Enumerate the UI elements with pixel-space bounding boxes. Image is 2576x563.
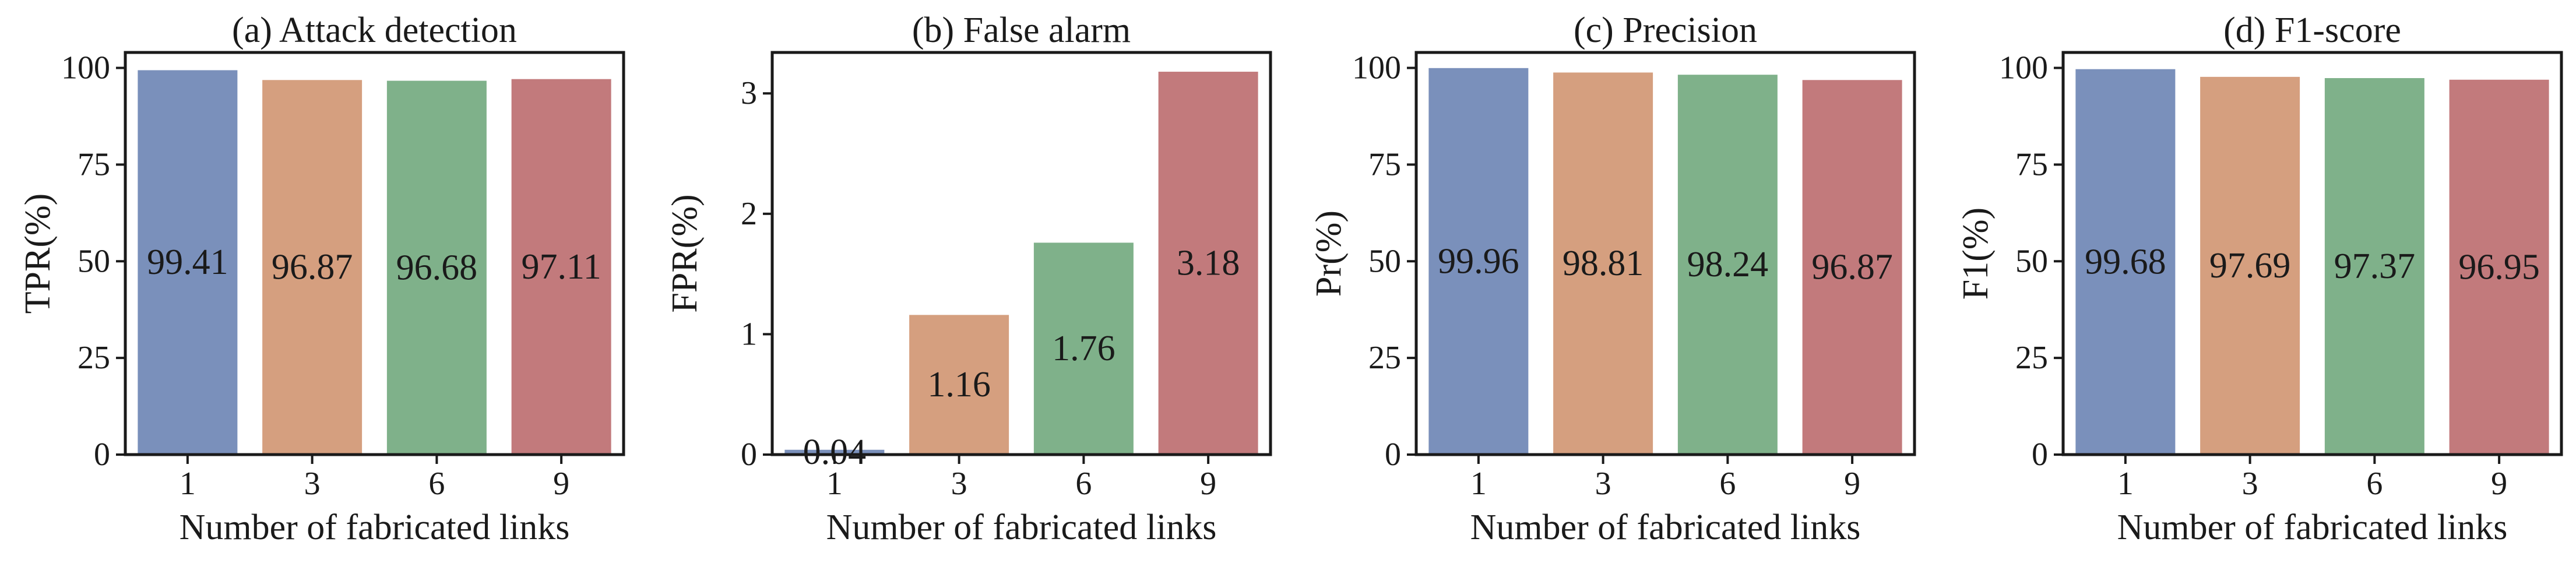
- chart-title: (c) Precision: [1574, 10, 1757, 50]
- x-tick-label: 6: [2366, 466, 2383, 502]
- x-tick-label: 1: [1470, 466, 1487, 502]
- x-tick-label: 9: [2491, 466, 2507, 502]
- y-tick-label: 25: [1368, 340, 1401, 376]
- y-axis-label: TPR(%): [18, 193, 58, 314]
- x-tick-label: 1: [826, 466, 843, 502]
- plot-frame: [770, 51, 1272, 456]
- y-tick-label: 100: [1999, 50, 2048, 86]
- bar-1: [1428, 68, 1529, 455]
- x-tick-label: 1: [2117, 466, 2134, 502]
- bar-1: [2075, 69, 2176, 455]
- data-label: 0.04: [803, 432, 867, 472]
- data-label: 97.37: [2334, 247, 2416, 286]
- x-axis-label: Number of fabricated links: [180, 508, 570, 547]
- x-tick-label: 6: [1719, 466, 1736, 502]
- bar-6: [1033, 242, 1134, 455]
- bar-3: [2200, 76, 2300, 455]
- chart-title: (b) False alarm: [912, 10, 1131, 50]
- bar-6: [386, 80, 487, 455]
- y-tick-label: 50: [1368, 243, 1401, 279]
- x-axis-label: Number of fabricated links: [826, 508, 1217, 547]
- data-label: 96.95: [2458, 247, 2540, 287]
- y-axis-label: Pr(%): [1309, 210, 1349, 297]
- data-label: 97.69: [2209, 246, 2291, 286]
- x-tick-label: 9: [1200, 466, 1216, 502]
- data-label: 96.87: [272, 248, 353, 287]
- data-label: 1.16: [927, 365, 991, 404]
- chart-panel-4: (d) F1-score 99.68 1 97.69 3 97.37 6 96.95 9 0 25 5…: [1956, 10, 2563, 547]
- y-tick-label: 50: [78, 243, 110, 279]
- bar-6: [1677, 75, 1778, 455]
- chart-panel-1: (a) Attack detection99.41196.87396.68697…: [18, 10, 625, 547]
- y-tick-label: 75: [2015, 146, 2048, 182]
- bar-1: [138, 70, 238, 455]
- data-label: 98.24: [1687, 245, 1769, 284]
- chart-title: (a) Attack detection: [232, 10, 517, 50]
- x-tick-label: 1: [180, 466, 196, 502]
- y-tick-label: 50: [2015, 243, 2048, 279]
- data-label: 96.68: [396, 248, 478, 287]
- data-label: 98.81: [1563, 244, 1644, 283]
- bar-9: [1158, 72, 1258, 455]
- chart-title: (d) F1-score: [2223, 10, 2401, 50]
- x-axis-label: Number of fabricated links: [2117, 508, 2508, 547]
- y-tick-label: 0: [1385, 437, 1401, 473]
- bar-6: [2324, 78, 2424, 455]
- data-label: 99.41: [147, 242, 228, 282]
- y-tick-label: 25: [78, 340, 110, 376]
- data-label: 3.18: [1177, 244, 1240, 283]
- y-tick-label: 75: [78, 146, 110, 182]
- bar-9: [1802, 80, 1902, 455]
- data-label: 97.11: [522, 247, 601, 287]
- y-tick-label: 25: [2015, 340, 2048, 376]
- bar-3: [909, 315, 1009, 455]
- data-label: 96.87: [1811, 248, 1893, 287]
- x-tick-label: 3: [1595, 466, 1611, 502]
- bar-3: [262, 80, 363, 455]
- x-tick-label: 3: [304, 466, 321, 502]
- x-tick-label: 3: [2242, 466, 2258, 502]
- y-tick-label: 0: [2032, 437, 2048, 473]
- chart-panel-2: (b) False alarm0.0411.1631.7663.1890123N…: [665, 10, 1272, 547]
- bar-9: [511, 79, 611, 455]
- plot-frame: [124, 51, 625, 456]
- y-tick-label: 2: [741, 196, 757, 232]
- bar-3: [1553, 72, 1653, 455]
- data-label: 1.76: [1052, 329, 1115, 368]
- y-tick-label: 75: [1368, 146, 1401, 182]
- y-tick-label: 1: [741, 316, 757, 352]
- data-label: 99.68: [2085, 242, 2166, 282]
- x-tick-label: 6: [428, 466, 445, 502]
- chart-panel-3: (c) Precision 99.96 1 98.81 3 98.24 6 96.87 9 0 25…: [1309, 10, 1916, 547]
- y-tick-label: 0: [94, 437, 110, 473]
- y-axis-label: FPR(%): [665, 194, 705, 312]
- y-tick-label: 3: [741, 75, 757, 111]
- bar-1: [784, 449, 885, 455]
- y-tick-label: 100: [61, 50, 110, 86]
- x-tick-label: 3: [951, 466, 967, 502]
- y-tick-label: 100: [1352, 50, 1401, 86]
- x-tick-label: 9: [553, 466, 569, 502]
- y-axis-label: F1(%): [1956, 207, 1996, 300]
- x-tick-label: 9: [1844, 466, 1860, 502]
- bar-9: [2449, 79, 2549, 455]
- y-tick-label: 0: [741, 437, 757, 473]
- x-axis-label: Number of fabricated links: [1470, 508, 1861, 547]
- data-label: 99.96: [1438, 241, 1519, 281]
- x-tick-label: 6: [1075, 466, 1092, 502]
- plot-frame: [2061, 51, 2563, 456]
- plot-frame: [1414, 51, 1916, 456]
